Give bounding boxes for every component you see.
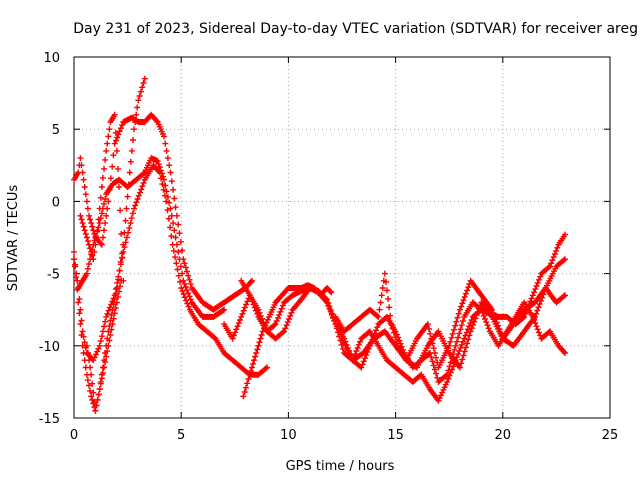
y-tick-label: -15 [39, 412, 60, 427]
x-tick-label: 5 [177, 428, 185, 443]
series-markers [71, 155, 228, 320]
y-tick-label: 5 [52, 123, 60, 138]
x-tick-label: 15 [387, 428, 404, 443]
series-pass-b [71, 155, 228, 320]
chart-title: Day 231 of 2023, Sidereal Day-to-day VTE… [73, 21, 638, 37]
series-pass-e [77, 111, 127, 284]
series-markers [339, 256, 568, 371]
series-markers [332, 270, 568, 371]
y-tick-label: 0 [52, 195, 60, 210]
y-axis-label: SDTVAR / TECUs [6, 185, 21, 292]
x-axis-label: GPS time / hours [286, 459, 395, 474]
x-tick-label: 20 [495, 428, 512, 443]
x-tick-labels: 0 5 10 15 20 25 [70, 428, 618, 443]
y-tick-label: -5 [47, 268, 60, 283]
series-pass-c [71, 111, 255, 313]
series-markers [71, 111, 255, 313]
x-tick-label: 0 [70, 428, 78, 443]
x-tick-label: 10 [280, 428, 297, 443]
tick-marks [73, 56, 611, 419]
series-pass-k [339, 256, 568, 371]
data-points [71, 75, 568, 414]
series-pass-j [332, 270, 568, 371]
x-tick-label: 25 [602, 428, 619, 443]
series-pass-f [83, 277, 125, 414]
y-tick-labels: -15 -10 -5 0 5 10 [39, 51, 60, 427]
series-markers [77, 111, 127, 284]
series-markers [83, 277, 125, 414]
y-tick-label: 10 [43, 51, 60, 66]
y-tick-label: -10 [39, 340, 60, 355]
plot-frame [73, 56, 611, 419]
